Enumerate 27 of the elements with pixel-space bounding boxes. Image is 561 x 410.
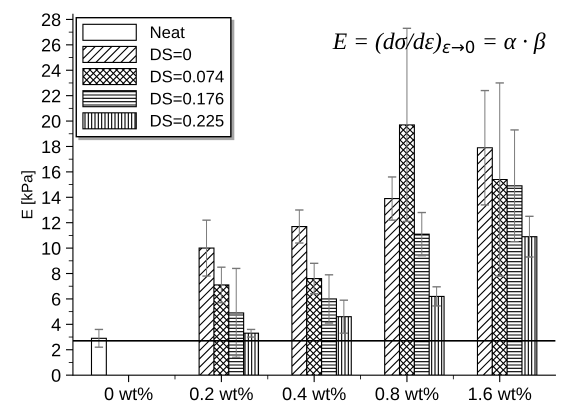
legend-label: Neat bbox=[150, 26, 185, 38]
y-tick-label: 26 bbox=[42, 38, 60, 52]
y-tick-label: 24 bbox=[42, 64, 61, 77]
y-tick-label: 12 bbox=[42, 216, 60, 230]
x-tick-label: 0.2 wt% bbox=[190, 387, 253, 400]
y-tick-label: 10 bbox=[42, 242, 60, 255]
y-tick-label: 16 bbox=[42, 166, 60, 179]
annotation: E = (dσ/dε)$_{ε→0}$ = α · β bbox=[332, 32, 546, 54]
legend-label: DS=0.225 bbox=[150, 114, 224, 127]
y-tick-label: 4 bbox=[52, 318, 61, 331]
x-tick-label: 0.4 wt% bbox=[282, 387, 346, 400]
y-tick-label: 2 bbox=[52, 344, 60, 356]
legend-label: DS=0.176 bbox=[150, 92, 224, 105]
y-axis-title: E [kPa] bbox=[21, 171, 36, 218]
y-tick-label: 18 bbox=[42, 140, 60, 154]
y-tick-label: 8 bbox=[52, 267, 60, 280]
x-tick-label: 1.6 wt% bbox=[468, 387, 532, 400]
y-tick-label: 22 bbox=[42, 90, 60, 102]
y-tick-label: 28 bbox=[42, 13, 60, 26]
x-tick-label: 0 wt% bbox=[104, 387, 153, 400]
legend-label: DS=0.074 bbox=[150, 70, 224, 82]
x-tick-label: 0.8 wt% bbox=[376, 387, 438, 400]
y-tick-label: 6 bbox=[52, 292, 60, 306]
legend-label: DS=0 bbox=[150, 48, 192, 60]
y-tick-label: 20 bbox=[42, 115, 60, 128]
y-tick-label: 14 bbox=[42, 191, 61, 204]
y-tick-label: 0 bbox=[52, 369, 60, 382]
